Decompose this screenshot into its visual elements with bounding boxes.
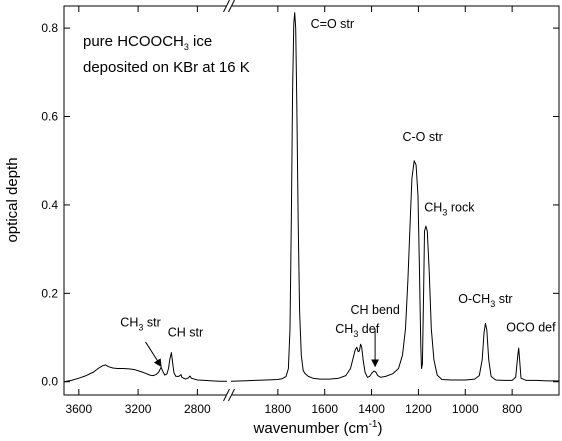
peak-annotation-5: CH bend xyxy=(350,303,399,317)
legend-text: pure HCOOCH3 ice deposited on KBr at 16 K xyxy=(83,33,250,76)
x-tick-label: 3600 xyxy=(65,402,92,416)
break-mark-bottom xyxy=(223,388,230,402)
peak-annotation-3-part-2: str xyxy=(495,292,512,306)
break-mark-top xyxy=(228,0,235,13)
x-tick-label: 800 xyxy=(502,402,522,416)
peak-annotation-2-part-2: rock xyxy=(447,201,475,215)
x-tick-label: 1800 xyxy=(265,402,292,416)
x-tick-label: 1200 xyxy=(405,402,432,416)
axis-break xyxy=(223,0,235,402)
peak-annotation-2-part-1: 3 xyxy=(442,208,447,218)
spectrum-line-high xyxy=(63,352,227,383)
peak-annotation-6: CH3 def xyxy=(335,322,379,339)
x-axis-title-main: wavenumber (cm xyxy=(253,420,369,437)
peak-annotation-7-part-2: str xyxy=(143,315,160,329)
peak-annotation-7-part-0: CH xyxy=(120,315,138,329)
break-mark-top xyxy=(223,0,230,13)
break-gap xyxy=(226,0,232,13)
annotation-arrow-0 xyxy=(145,341,162,368)
axis-ticks: 3600 3200 2800 1800 1600 1400 1200 1000 800 0.0 0.… xyxy=(41,6,559,416)
peak-annotation-3-part-1: 3 xyxy=(490,299,495,309)
y-axis-title: optical depth xyxy=(4,157,21,242)
x-axis-title: wavenumber (cm-1) xyxy=(253,419,383,437)
legend-line-0-part-2: ice xyxy=(189,33,212,50)
peak-annotation-4: OCO def xyxy=(506,320,556,334)
x-tick-label: 3200 xyxy=(125,402,152,416)
peak-annotation-8-part-0: CH str xyxy=(168,326,203,340)
peak-annotation-5-part-0: CH bend xyxy=(350,303,399,317)
y-tick-label: 0.0 xyxy=(41,375,58,389)
peak-annotation-0-part-0: C=O str xyxy=(311,17,354,31)
peak-annotation-3: O-CH3 str xyxy=(458,292,512,309)
x-tick-label: 2800 xyxy=(184,402,211,416)
peak-annotation-6-part-2: def xyxy=(358,322,379,336)
plot-frame xyxy=(63,5,560,396)
peak-annotation-1-part-0: C-O str xyxy=(402,130,442,144)
x-axis-title-close: ) xyxy=(377,420,382,437)
peak-annotation-2: CH3 rock xyxy=(424,201,475,218)
legend-line-1: deposited on KBr at 16 K xyxy=(83,59,250,76)
peak-annotation-4-part-0: OCO def xyxy=(506,320,556,334)
x-tick-label: 1400 xyxy=(358,402,385,416)
y-tick-label: 0.4 xyxy=(41,198,58,212)
y-tick-label: 0.6 xyxy=(41,110,58,124)
peak-annotation-0: C=O str xyxy=(311,17,354,31)
peak-annotation-2-part-0: CH xyxy=(424,201,442,215)
x-axis-title-sup: -1 xyxy=(369,419,378,430)
legend-line-0-part-1: 3 xyxy=(184,42,189,52)
peak-annotation-6-part-1: 3 xyxy=(353,329,358,339)
legend-line-0-part-0: pure HCOOCH xyxy=(83,33,184,50)
break-mark-bottom xyxy=(228,388,235,402)
peak-annotation-1: C-O str xyxy=(402,130,442,144)
peak-annotation-7: CH3 str xyxy=(120,315,160,332)
break-gap xyxy=(226,388,232,402)
x-tick-label: 1000 xyxy=(452,402,479,416)
peak-annotation-8: CH str xyxy=(168,326,203,340)
legend-line-0: pure HCOOCH3 ice xyxy=(83,33,212,52)
x-tick-label: 1600 xyxy=(311,402,338,416)
peak-annotation-3-part-0: O-CH xyxy=(458,292,490,306)
spectrum-line-low xyxy=(230,12,559,382)
y-tick-label: 0.8 xyxy=(41,21,58,35)
peak-annotation-7-part-1: 3 xyxy=(138,322,143,332)
series-layer xyxy=(63,12,559,383)
legend-line-1-part-0: deposited on KBr at 16 K xyxy=(83,59,250,76)
peak-annotation-6-part-0: CH xyxy=(335,322,353,336)
y-tick-label: 0.2 xyxy=(41,286,58,300)
